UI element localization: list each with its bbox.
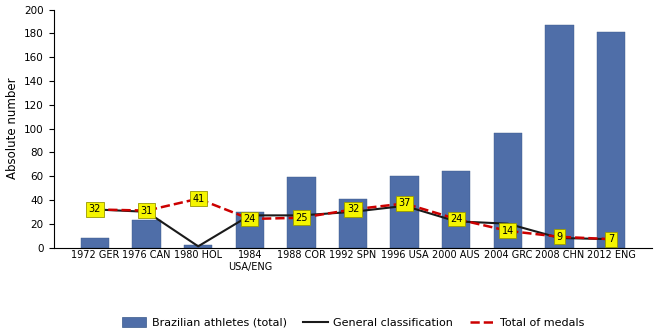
General classification	[555, 236, 563, 240]
Bar	[81, 238, 109, 248]
Line: Total of medals: Total of medals	[95, 199, 611, 239]
Total of medals	[297, 216, 305, 220]
Text: 37: 37	[399, 198, 411, 209]
Text: 14: 14	[501, 226, 514, 236]
Text: 9: 9	[557, 232, 563, 242]
Total of medals	[452, 217, 460, 221]
General classification	[349, 210, 357, 214]
Bar	[339, 199, 367, 248]
Total of medals	[246, 217, 254, 221]
Text: 41: 41	[192, 194, 205, 204]
General classification	[504, 222, 512, 226]
Total of medals	[194, 197, 202, 201]
Total of medals	[401, 202, 409, 206]
Y-axis label: Absolute number: Absolute number	[5, 78, 18, 179]
Text: 31: 31	[140, 206, 153, 215]
Bar	[390, 176, 418, 248]
Bar	[597, 32, 625, 248]
Line: General classification: General classification	[95, 206, 611, 246]
Bar	[545, 25, 574, 248]
General classification	[91, 208, 99, 212]
Bar	[288, 177, 316, 248]
General classification	[452, 219, 460, 223]
Text: 24: 24	[243, 214, 256, 224]
Bar	[494, 133, 522, 248]
Text: 32: 32	[89, 204, 101, 215]
Bar	[132, 220, 161, 248]
Total of medals	[555, 235, 563, 239]
General classification	[194, 244, 202, 248]
Text: 32: 32	[347, 204, 359, 215]
Bar	[442, 171, 470, 248]
Text: 25: 25	[295, 213, 308, 223]
General classification	[297, 214, 305, 217]
Total of medals	[91, 208, 99, 212]
General classification	[143, 210, 151, 214]
General classification	[246, 214, 254, 217]
Text: 7: 7	[608, 234, 614, 244]
Total of medals	[607, 237, 615, 241]
Legend: Brazilian athletes (total), General classification, Total of medals: Brazilian athletes (total), General clas…	[117, 313, 589, 330]
Total of medals	[143, 209, 151, 213]
General classification	[401, 204, 409, 208]
Total of medals	[504, 229, 512, 233]
Total of medals	[349, 208, 357, 212]
Text: 24: 24	[450, 214, 463, 224]
Bar	[236, 212, 264, 248]
Bar	[184, 245, 213, 248]
General classification	[607, 237, 615, 241]
